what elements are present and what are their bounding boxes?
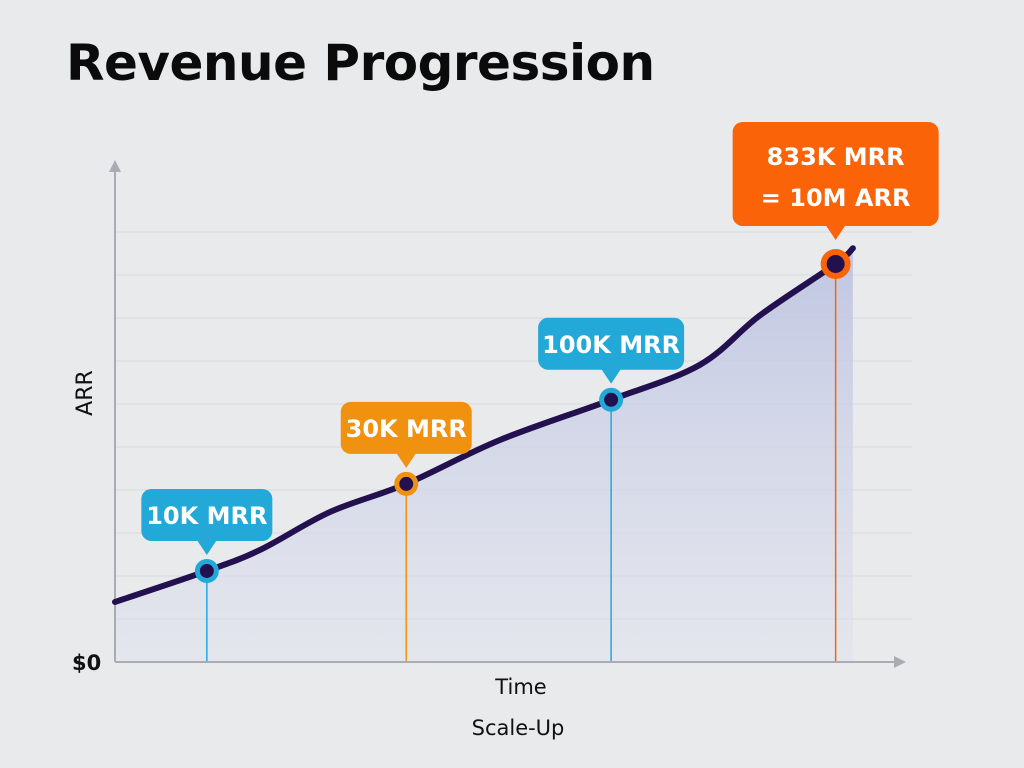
callout-text-2: = 10M ARR [761, 184, 911, 212]
milestone-callout: 100K MRR [538, 317, 685, 384]
callout-text: 30K MRR [346, 415, 467, 443]
x-axis-label: Time [494, 675, 546, 699]
x-axis-arrow [894, 656, 906, 668]
chart-title: Revenue Progression [66, 34, 655, 92]
y-axis-arrow [109, 160, 121, 172]
milestone-marker [199, 563, 214, 578]
milestone-marker [604, 392, 619, 407]
milestone-marker [399, 476, 414, 491]
milestone-callout: 833K MRR = 10M ARR [732, 121, 939, 240]
area-fill [115, 248, 853, 662]
callout-box [732, 121, 939, 226]
milestone-marker [826, 254, 845, 273]
callout-text: 100K MRR [542, 331, 680, 359]
y-tick-label: $0 [72, 651, 101, 675]
callout-box [538, 317, 685, 370]
callout-box [141, 488, 273, 541]
x-axis-subtitle: Scale-Up [472, 716, 565, 740]
milestone-callout: 10K MRR [141, 488, 273, 555]
milestone-callout: 30K MRR [340, 401, 472, 468]
callout-text: 10K MRR [146, 502, 267, 530]
callout-pointer [825, 224, 846, 240]
callout-box [340, 401, 472, 454]
revenue-line [112, 245, 856, 605]
callout-pointer [196, 539, 217, 555]
callout-text: 833K MRR [767, 143, 905, 171]
callout-pointer [601, 368, 622, 384]
y-axis-label: ARR [73, 370, 98, 416]
callout-pointer [396, 452, 417, 468]
